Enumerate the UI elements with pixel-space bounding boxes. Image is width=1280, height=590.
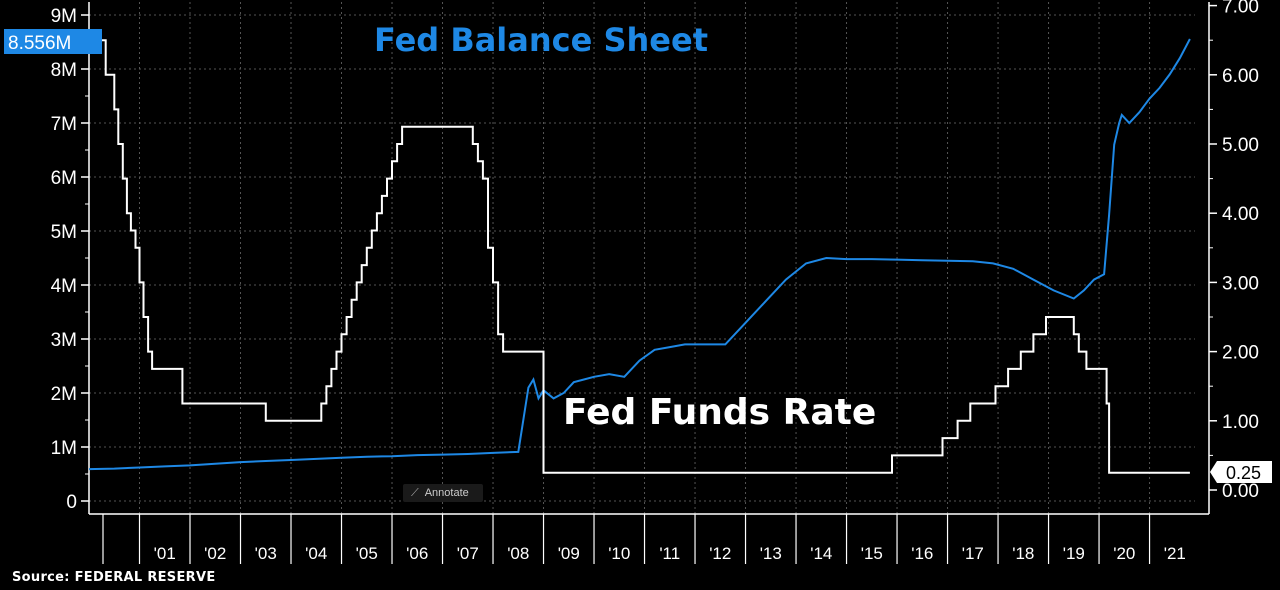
right-tick-label: 6.00 <box>1222 66 1259 87</box>
right-tick-label: 7.00 <box>1222 0 1259 18</box>
left-last-value: 8.556M <box>8 33 71 54</box>
right-tick-label: 2.00 <box>1222 343 1259 364</box>
left-tick-label: 9M <box>51 6 77 27</box>
x-tick-label: '17 <box>962 544 984 563</box>
left-tick-label: 5M <box>51 222 77 243</box>
grid <box>89 2 1195 514</box>
left-tick-label: 4M <box>51 276 77 297</box>
x-axis-ticks: '01 '02 '03 '04 '05 '06 '07 '08 '09 '10 '11 '12 '13 '… <box>102 514 1186 564</box>
x-tick-label: '19 <box>1063 544 1085 563</box>
right-last-value-badge: 0.25 <box>1210 461 1272 483</box>
fed-funds-rate-label: Fed Funds Rate <box>563 392 876 433</box>
x-tick-label: '08 <box>507 544 529 563</box>
balance-sheet-line <box>88 38 1191 471</box>
x-tick-label: '04 <box>305 544 327 563</box>
x-tick-label: '07 <box>457 544 479 563</box>
left-tick-label: 2M <box>51 384 77 405</box>
left-tick-label: 0 <box>66 492 77 513</box>
left-tick-label: 3M <box>51 330 77 351</box>
x-tick-label: '15 <box>861 544 883 563</box>
x-tick-label: '06 <box>406 544 428 563</box>
annotate-label: Annotate <box>424 487 469 499</box>
x-tick-label: '03 <box>255 544 277 563</box>
x-tick-label: '10 <box>608 544 630 563</box>
x-tick-label: '21 <box>1164 544 1186 563</box>
right-tick-label: 1.00 <box>1222 412 1259 433</box>
series-layer <box>88 38 1191 474</box>
right-tick-label: 0.00 <box>1222 481 1259 502</box>
right-tick-label: 3.00 <box>1222 273 1259 294</box>
pencil-icon: ⟋ <box>411 486 419 499</box>
source-note: Source: FEDERAL RESERVE <box>12 570 216 585</box>
chart-title: Fed Balance Sheet <box>374 21 708 59</box>
x-tick-label: '01 <box>154 544 176 563</box>
left-tick-label: 6M <box>51 168 77 189</box>
x-tick-label: '14 <box>810 544 832 563</box>
x-tick-label: '13 <box>760 544 782 563</box>
x-tick-label: '02 <box>204 544 226 563</box>
right-tick-label: 5.00 <box>1222 135 1259 156</box>
left-tick-label: 1M <box>51 438 77 459</box>
x-tick-label: '12 <box>709 544 731 563</box>
x-tick-label: '16 <box>911 544 933 563</box>
fed-funds-rate-line <box>89 39 1190 474</box>
left-last-value-badge: 8.556M <box>4 29 102 54</box>
right-axis-ticks: 0.00 1.00 2.00 3.00 4.00 5.00 6.00 7.00 <box>1209 0 1259 502</box>
x-tick-label: '05 <box>356 544 378 563</box>
x-tick-label: '18 <box>1012 544 1034 563</box>
annotate-button[interactable]: ⟋ Annotate <box>403 484 483 502</box>
left-axis-ticks: 0 1M 2M 3M 4M 5M 6M 7M 9M 8M <box>51 6 89 513</box>
x-tick-label: '11 <box>659 544 680 563</box>
left-tick-label: 7M <box>51 114 77 135</box>
axes <box>88 2 1210 515</box>
x-tick-label: '20 <box>1113 544 1135 563</box>
right-tick-label: 4.00 <box>1222 204 1259 225</box>
x-tick-label: '09 <box>558 544 580 563</box>
left-tick-label: 8M <box>51 60 77 81</box>
right-last-value: 0.25 <box>1226 463 1261 483</box>
